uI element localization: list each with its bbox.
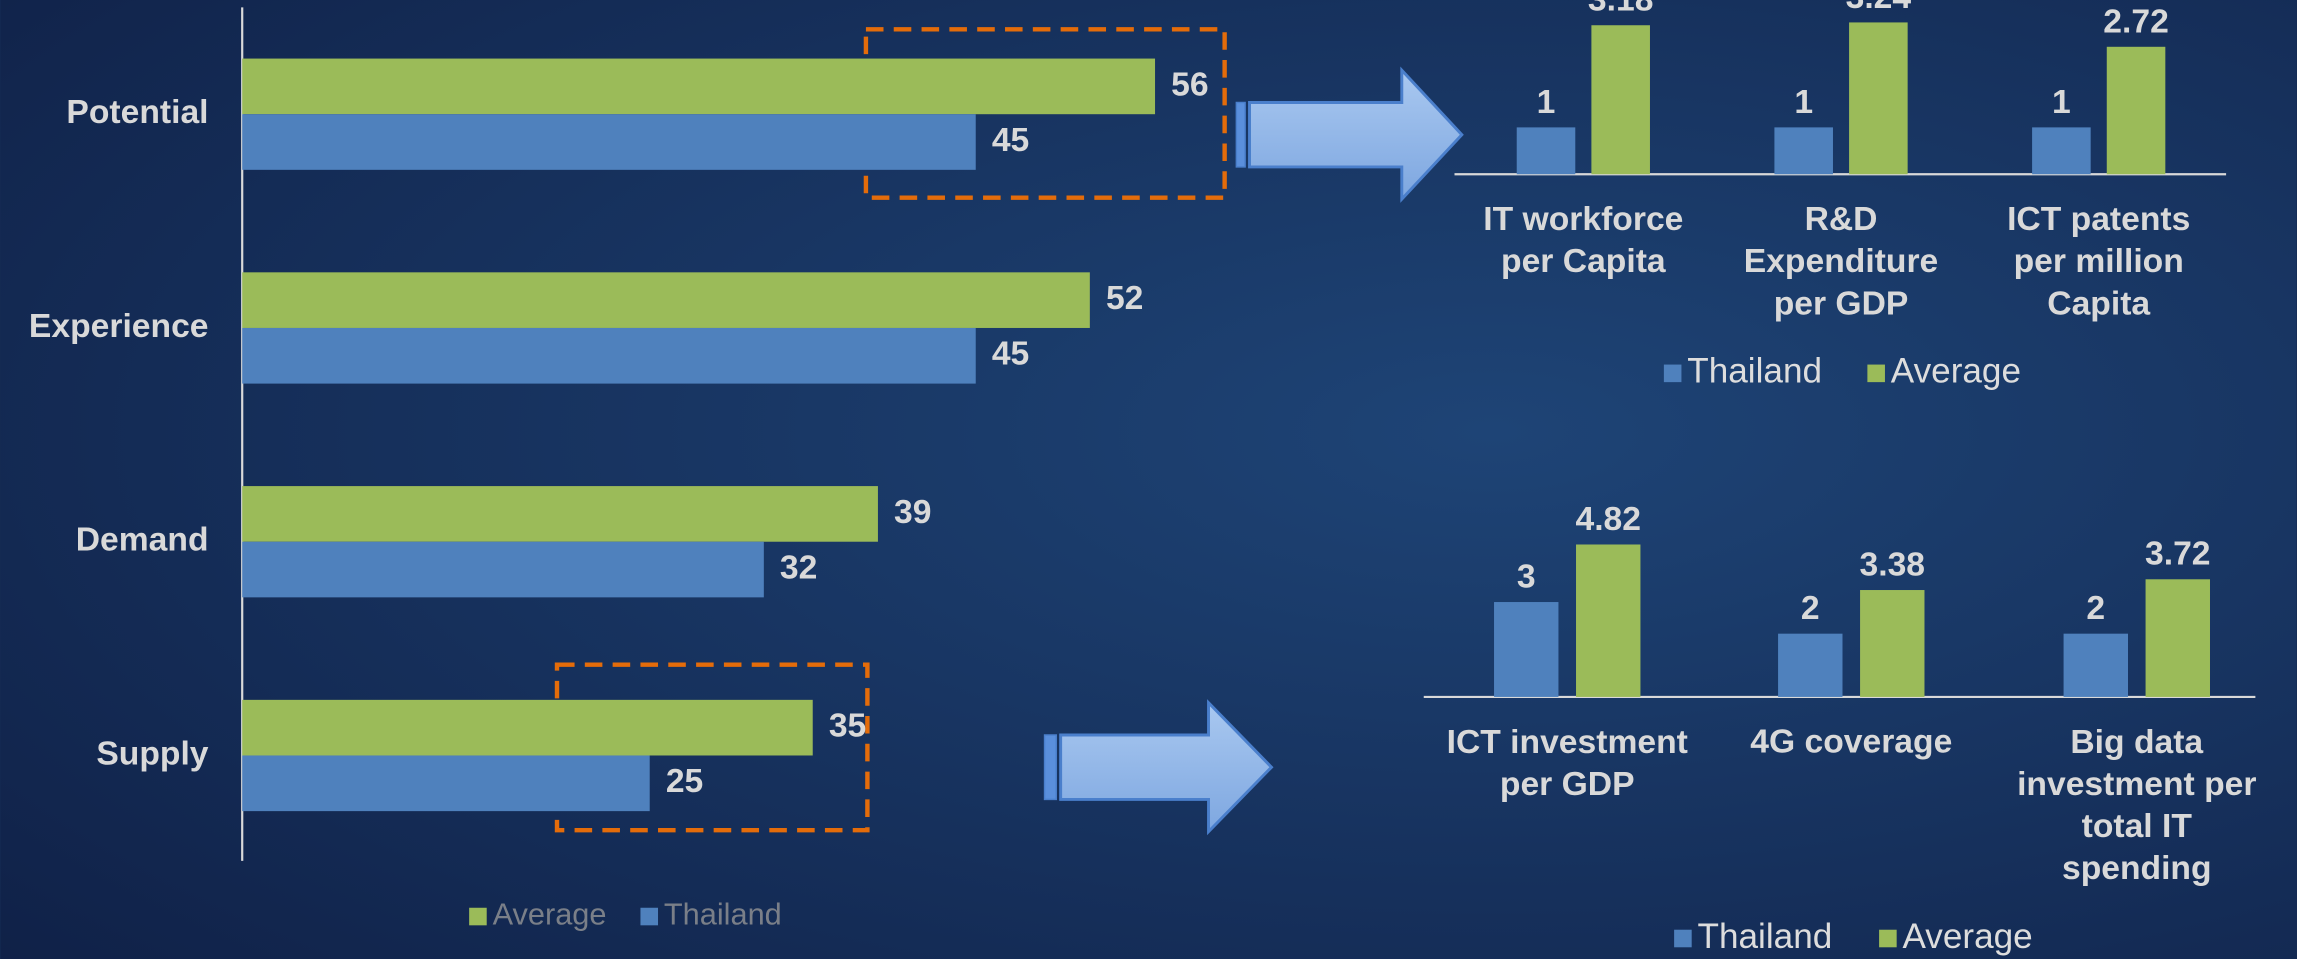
category-label: 4G coverage xyxy=(1750,724,1952,761)
bar xyxy=(2063,633,2128,697)
value-label: 3.18 xyxy=(1588,0,1654,19)
bar xyxy=(1860,590,1925,697)
value-label: 2.72 xyxy=(2103,3,2169,40)
value-label: 3.72 xyxy=(2145,536,2211,573)
value-label: 39 xyxy=(894,494,931,531)
value-label: 1 xyxy=(1794,84,1813,121)
value-label: 45 xyxy=(992,336,1029,373)
bar xyxy=(242,327,976,384)
arrow xyxy=(1043,699,1274,836)
bar xyxy=(242,699,813,756)
value-label: 25 xyxy=(666,763,703,800)
category-label: R&D Expenditure per GDP xyxy=(1744,201,1939,322)
legend-swatch xyxy=(1879,929,1897,948)
category-label: Big data investment per total IT spending xyxy=(2017,724,2256,887)
value-label: 3 xyxy=(1517,559,1536,596)
legend-swatch xyxy=(1674,929,1692,948)
bar xyxy=(1849,22,1908,175)
category-label: Potential xyxy=(66,94,208,131)
bar xyxy=(1576,544,1641,697)
bar xyxy=(242,114,976,170)
category-label: Demand xyxy=(76,522,209,559)
value-label: 3.24 xyxy=(1846,0,1912,16)
bar xyxy=(242,541,764,598)
value-label: 3.38 xyxy=(1860,546,1926,583)
value-label: 45 xyxy=(992,122,1029,159)
value-label: 2 xyxy=(2086,590,2105,627)
bar xyxy=(242,272,1090,328)
highlight-box xyxy=(863,27,1227,200)
category-label: Supply xyxy=(96,735,208,772)
legend-label: Thailand xyxy=(1687,352,1822,391)
arrow xyxy=(1235,66,1464,203)
bar xyxy=(242,58,1156,115)
legend-label: Average xyxy=(493,897,607,932)
category-label: IT workforce per Capita xyxy=(1483,201,1683,280)
value-label: 35 xyxy=(829,708,866,745)
category-label: ICT patents per million Capita xyxy=(2007,201,2190,322)
value-label: 52 xyxy=(1106,280,1143,317)
bar xyxy=(1591,25,1650,175)
value-label: 4.82 xyxy=(1575,501,1641,538)
legend-label: Average xyxy=(1903,917,2033,956)
bar xyxy=(242,486,878,542)
bar xyxy=(2106,46,2166,175)
legend-swatch xyxy=(1663,364,1682,383)
value-label: 32 xyxy=(780,549,817,586)
legend-label: Average xyxy=(1891,352,2021,391)
category-label: ICT investment per GDP xyxy=(1447,724,1688,803)
value-label: 2 xyxy=(1801,590,1820,627)
value-label: 1 xyxy=(1537,84,1556,121)
legend-swatch xyxy=(1867,364,1885,383)
bar xyxy=(1774,127,1833,175)
value-label: 1 xyxy=(2052,84,2071,121)
legend-label: Thailand xyxy=(1698,917,1833,956)
bar xyxy=(1494,602,1559,697)
bar xyxy=(1516,127,1576,175)
legend-label: Thailand xyxy=(664,897,782,932)
legend-swatch xyxy=(469,907,487,926)
category-label: Experience xyxy=(29,308,209,345)
legend-swatch xyxy=(640,907,659,926)
bar xyxy=(242,755,650,812)
value-label: 56 xyxy=(1171,66,1208,103)
bar xyxy=(2032,127,2091,175)
bar xyxy=(2145,579,2210,697)
bar xyxy=(1778,633,1843,697)
